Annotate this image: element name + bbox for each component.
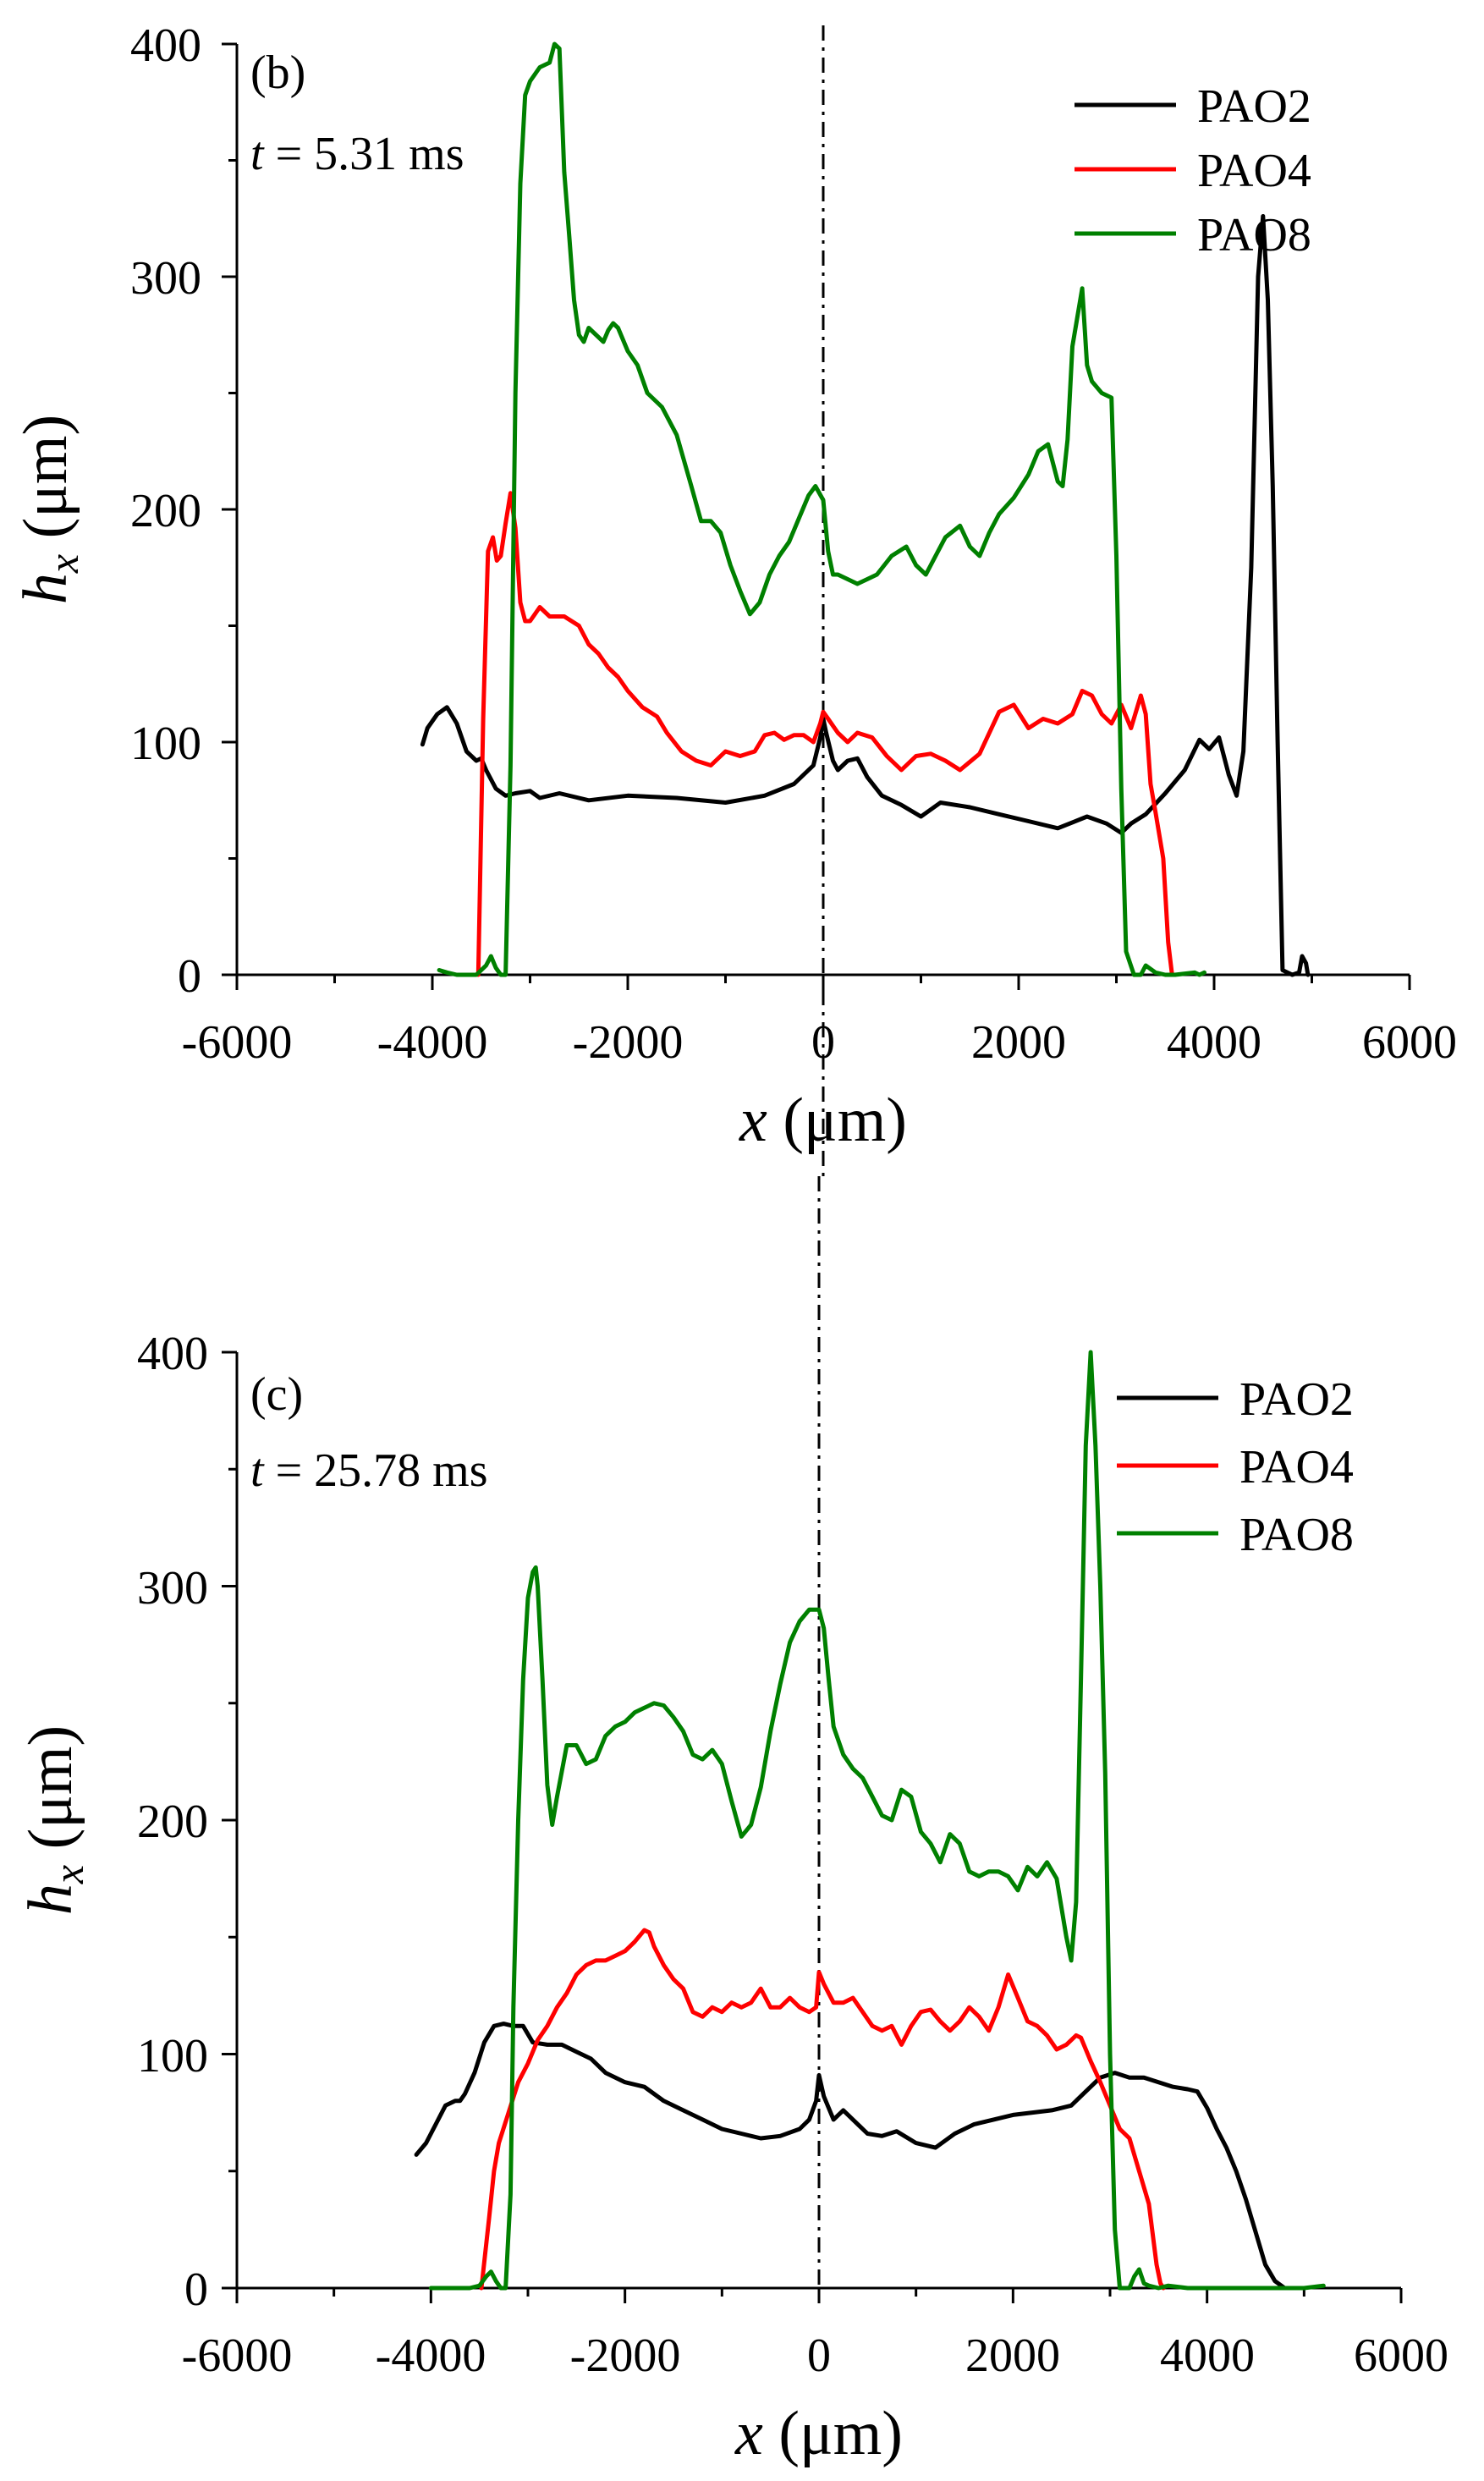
legend-label-pao2: PAO2	[1197, 80, 1311, 133]
legend-c: PAO2 PAO4 PAO8	[1117, 1373, 1354, 1561]
ticks-c	[222, 1351, 1403, 2303]
legend-label-pao2: PAO2	[1239, 1373, 1354, 1426]
x-tick-label: 0	[811, 1016, 835, 1069]
series-line-pao2	[420, 214, 1311, 977]
legend-b: PAO2 PAO4 PAO8	[1075, 80, 1311, 261]
series-group-b	[420, 41, 1311, 977]
x-tick-label: 0	[807, 2330, 831, 2382]
x-tick-label: -4000	[376, 2330, 486, 2382]
series-line-pao8	[428, 1350, 1326, 2291]
time-label: t = 5.31 ms	[250, 128, 464, 180]
x-axis-label: x (μm)	[739, 1086, 907, 1155]
y-tick-label: 0	[178, 950, 201, 1003]
x-tick-label: -6000	[182, 1016, 293, 1069]
series-line-pao8	[437, 41, 1206, 977]
x-tick-label: 4000	[1160, 2330, 1255, 2382]
plot-area-c	[222, 1176, 1403, 2303]
x-tick-label: 2000	[965, 2330, 1060, 2382]
y-tick-label: 400	[137, 1328, 208, 1380]
series-line-pao4	[479, 1928, 1166, 2291]
time-label: t = 25.78 ms	[250, 1444, 488, 1497]
y-tick-label: 200	[130, 485, 201, 537]
legend-label-pao4: PAO4	[1197, 145, 1311, 197]
x-tick-label: -2000	[573, 1016, 684, 1069]
panel-label: (b)	[250, 47, 305, 99]
x-tick-label: 2000	[971, 1016, 1066, 1069]
x-tick-label: 6000	[1362, 1016, 1457, 1069]
y-tick-label: 100	[137, 2030, 208, 2082]
x-axis-label: x (μm)	[734, 2399, 903, 2468]
plot-area-b	[222, 25, 1411, 1176]
series-line-pao4	[475, 491, 1178, 977]
x-tick-label: -2000	[570, 2330, 681, 2382]
y-tick-label: 300	[130, 252, 201, 305]
series-group-c	[414, 1350, 1326, 2291]
x-tick-label: 4000	[1167, 1016, 1261, 1069]
y-tick-label: 0	[184, 2264, 208, 2316]
y-axis-label: hx (μm)	[11, 415, 87, 604]
y-tick-label: 200	[137, 1796, 208, 1848]
y-tick-label: 400	[130, 19, 201, 72]
y-tick-label: 300	[137, 1562, 208, 1615]
chart-panel-b: 0 100 200 300 400 -6000 -4000 -2000 0 20…	[11, 19, 1457, 1176]
x-tick-label: -4000	[377, 1016, 488, 1069]
y-axis-label: hx (μm)	[16, 1725, 92, 1915]
panel-label: (c)	[250, 1368, 303, 1421]
series-line-pao2	[414, 2022, 1306, 2291]
ticks-b	[222, 42, 1411, 990]
x-tick-label: -6000	[182, 2330, 293, 2382]
y-tick-label: 100	[130, 718, 201, 770]
legend-label-pao8: PAO8	[1197, 209, 1311, 261]
x-tick-label: 6000	[1354, 2330, 1448, 2382]
chart-panel-c: 0 100 200 300 400 -6000 -4000 -2000 0 20…	[16, 1176, 1448, 2468]
legend-label-pao8: PAO8	[1239, 1509, 1354, 1561]
legend-label-pao4: PAO4	[1239, 1441, 1354, 1494]
